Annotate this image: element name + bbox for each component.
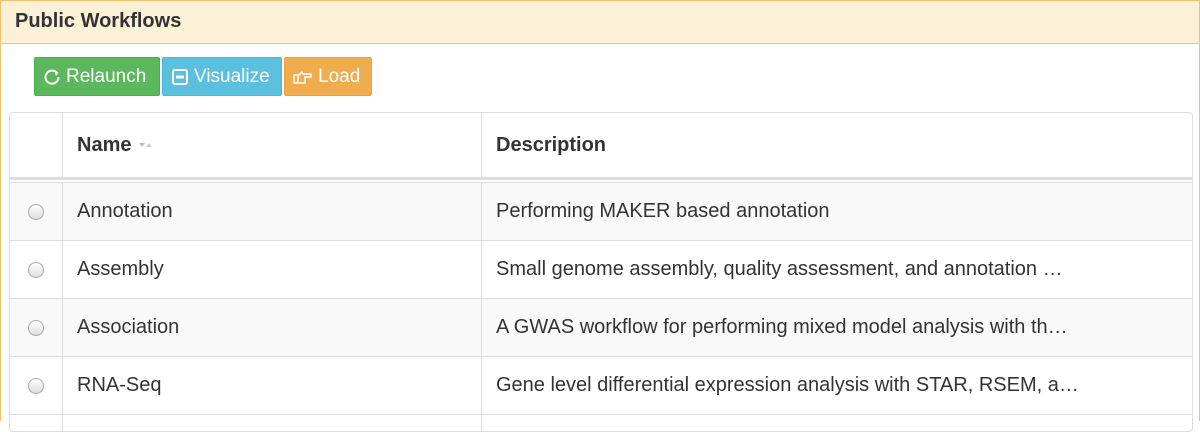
description: A GWAS workflow for performing mixed mod… [496, 316, 1068, 338]
button-label: Relaunch [66, 65, 147, 87]
load-button[interactable]: Load [284, 57, 372, 96]
description-cell: Small genome assembly, quality assessmen… [481, 241, 1192, 298]
name-header[interactable]: Name [62, 113, 481, 177]
table-row[interactable]: Assembly Small genome assembly, quality a… [10, 240, 1192, 298]
load-icon [293, 70, 312, 84]
description-cell: A GWAS workflow for performing mixed mod… [481, 299, 1192, 356]
button-label: Load [318, 65, 361, 87]
workflow-table: Name Description Annotation Performing MA… [9, 112, 1193, 432]
relaunch-icon [44, 69, 60, 85]
relaunch-button[interactable]: Relaunch [34, 57, 160, 96]
column-header: Name [77, 133, 132, 156]
visualize-icon [172, 68, 188, 85]
name-cell: Annotation [62, 183, 481, 240]
radio-button[interactable] [28, 261, 44, 278]
radio-button[interactable] [28, 203, 44, 220]
name-cell: Association [62, 299, 481, 356]
table-row[interactable]: Association A GWAS workflow for performin… [10, 298, 1192, 356]
radio-button[interactable] [28, 319, 44, 336]
sort-icon [139, 143, 153, 147]
button-label: Visualize [194, 65, 270, 87]
panel-title: Public Workflows [15, 10, 182, 32]
panel-header: Public Workflows [1, 1, 1199, 44]
description: Small genome assembly, quality assessmen… [496, 258, 1063, 280]
select-cell [10, 299, 62, 356]
visualize-button[interactable]: Visualize [162, 57, 282, 96]
table-row [10, 414, 1192, 431]
table-header: Name Description [10, 113, 1192, 180]
name: Annotation [77, 200, 173, 222]
description-cell: Performing MAKER based annotation [481, 183, 1192, 240]
description: Performing MAKER based annotation [496, 200, 830, 222]
description-cell: Gene level differential expression analy… [481, 357, 1192, 414]
empty-cell [62, 415, 481, 431]
table-row[interactable]: RNA-Seq Gene level differential expressio… [10, 356, 1192, 414]
description: Gene level differential expression analy… [496, 374, 1079, 396]
select-cell [10, 241, 62, 298]
select-cell [10, 357, 62, 414]
radio-button[interactable] [28, 377, 44, 394]
name-cell: RNA-Seq [62, 357, 481, 414]
empty-cell [481, 415, 1192, 431]
name: Association [77, 316, 180, 338]
name: Assembly [77, 258, 164, 280]
table-row[interactable]: Annotation Performing MAKER based annotat… [10, 182, 1192, 240]
empty-cell [10, 415, 62, 431]
select-cell [10, 183, 62, 240]
column-header: Description [496, 133, 607, 156]
name: RNA-Seq [77, 374, 162, 396]
name-cell: Assembly [62, 241, 481, 298]
